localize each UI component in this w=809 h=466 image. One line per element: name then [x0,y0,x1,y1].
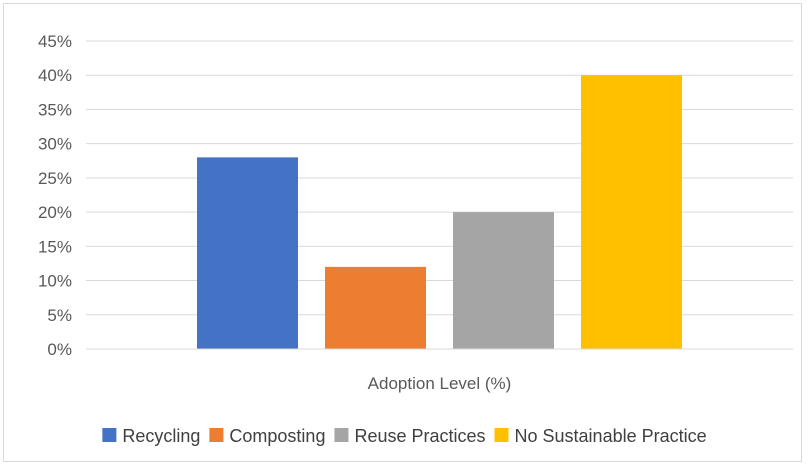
y-axis-tick-labels: 0% 5% 10% 15% 20% 25% 30% 35% 40% 45% [38,32,72,359]
y-tick-label: 45% [38,32,72,51]
y-tick-label: 35% [38,100,72,119]
bar-composting [325,266,426,349]
y-tick-label: 15% [38,237,72,256]
legend-label: Recycling [122,426,200,446]
legend: Recycling Composting Reuse Practices No Sus… [102,426,707,446]
y-tick-label: 5% [47,306,72,325]
y-tick-label: 40% [38,66,72,85]
bar-reuse-practices [453,212,554,349]
legend-swatch [494,428,509,442]
legend-swatch [102,428,117,442]
bars [197,75,682,349]
legend-label: Reuse Practices [354,426,485,446]
legend-swatch [209,428,224,442]
legend-label: No Sustainable Practice [515,426,707,446]
legend-item: Recycling [102,426,200,446]
y-tick-label: 10% [38,272,72,291]
bar-no-sustainable-practice [581,75,682,349]
y-tick-label: 25% [38,169,72,188]
y-tick-label: 30% [38,135,72,154]
legend-swatch [334,428,349,442]
bar-recycling [197,157,298,349]
gridlines [86,40,793,316]
legend-label: Composting [229,426,325,446]
x-axis-title: Adoption Level (%) [368,374,512,393]
y-tick-label: 20% [38,203,72,222]
y-tick-label: 0% [47,340,72,359]
legend-item: Reuse Practices [334,426,486,446]
legend-item: Composting [209,426,325,446]
legend-item: No Sustainable Practice [494,426,707,446]
